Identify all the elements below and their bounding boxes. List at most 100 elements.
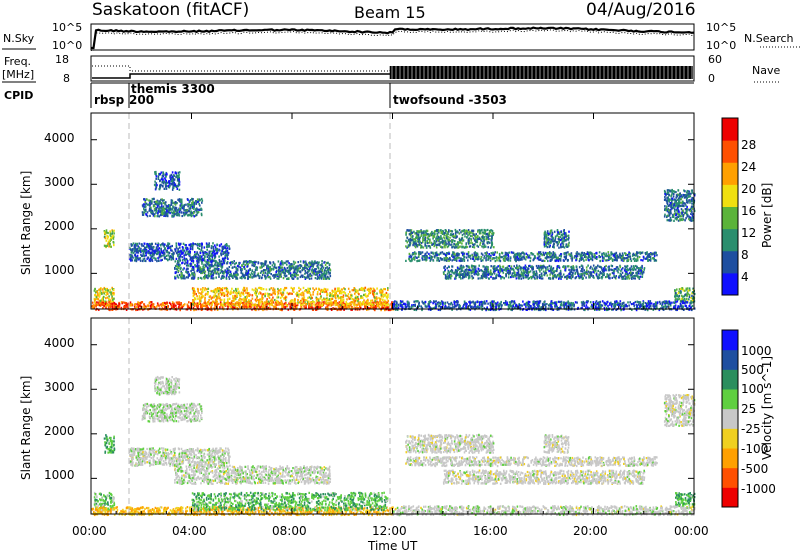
data-cell	[164, 211, 167, 214]
data-cell	[166, 209, 168, 212]
data-cell	[144, 203, 146, 206]
data-cell	[125, 305, 127, 309]
data-cell	[170, 180, 173, 183]
data-cell	[221, 289, 224, 292]
data-cell	[196, 302, 199, 305]
data-cell	[629, 255, 631, 258]
data-cell	[142, 254, 145, 257]
data-cell	[167, 247, 169, 250]
data-cell	[108, 298, 110, 301]
data-cell	[430, 257, 432, 260]
data-cell	[218, 244, 221, 247]
data-cell	[193, 302, 195, 305]
data-cell	[215, 301, 218, 304]
data-cell	[345, 301, 347, 304]
data-cell	[208, 267, 210, 270]
data-cell	[361, 303, 364, 306]
data-cell	[374, 296, 376, 299]
data-cell	[320, 290, 322, 293]
data-cell	[271, 299, 274, 302]
data-cell	[177, 198, 179, 201]
data-cell	[109, 243, 111, 246]
data-cell	[162, 201, 165, 205]
data-cell	[174, 271, 177, 275]
data-cell	[654, 259, 657, 262]
data-cell	[151, 202, 153, 205]
data-cell	[216, 291, 218, 294]
data-cell	[182, 242, 185, 245]
data-cell	[251, 264, 253, 267]
data-cell	[560, 255, 562, 258]
data-cell	[274, 298, 276, 302]
data-cell	[213, 253, 216, 256]
data-cell	[97, 294, 99, 297]
data-cell	[291, 299, 294, 302]
data-cell	[159, 183, 162, 187]
data-cell	[476, 253, 479, 257]
data-cell	[268, 271, 271, 274]
data-cell	[199, 297, 201, 300]
data-cell	[380, 309, 382, 312]
data-cell	[428, 252, 430, 255]
data-cell	[134, 244, 136, 248]
data-cell	[144, 246, 146, 249]
data-cell	[424, 253, 426, 256]
data-cell	[548, 251, 551, 254]
data-cell	[254, 271, 256, 274]
data-cell	[639, 251, 642, 254]
data-cell	[197, 253, 200, 256]
data-cell	[631, 254, 634, 257]
data-cell	[163, 249, 165, 252]
data-cell	[227, 305, 229, 308]
data-cell	[199, 199, 201, 202]
data-cell	[166, 181, 169, 184]
data-cell	[192, 211, 195, 214]
data-cell	[103, 305, 105, 308]
data-cell	[177, 269, 180, 272]
data-cell	[134, 258, 137, 261]
data-cell	[363, 303, 365, 306]
data-cell	[113, 297, 115, 300]
data-cell	[232, 276, 234, 279]
data-cell	[171, 301, 174, 304]
data-cell	[225, 247, 227, 250]
data-cell	[149, 203, 151, 206]
data-cell	[338, 287, 340, 290]
data-cell	[233, 306, 235, 309]
data-cell	[282, 277, 285, 280]
data-cell	[299, 301, 301, 304]
data-cell	[95, 305, 97, 308]
data-cell	[326, 293, 329, 296]
data-cell	[346, 298, 348, 301]
data-cell	[329, 268, 331, 271]
data-cell	[251, 261, 254, 264]
data-cell	[249, 276, 251, 279]
data-cell	[415, 252, 417, 255]
data-cell	[355, 298, 358, 302]
data-cell	[382, 290, 384, 293]
data-cell	[314, 308, 317, 311]
data-cell	[179, 259, 182, 262]
data-cell	[152, 214, 155, 217]
data-cell	[273, 276, 275, 279]
data-cell	[192, 203, 194, 206]
data-cell	[636, 252, 638, 255]
data-cell	[324, 290, 326, 294]
data-cell	[257, 286, 260, 290]
data-cell	[227, 253, 229, 257]
data-cell	[151, 248, 153, 251]
data-cell	[207, 293, 209, 296]
data-cell	[153, 256, 155, 259]
data-cell	[259, 266, 261, 269]
data-cell	[315, 268, 317, 271]
data-cell	[320, 304, 322, 307]
data-cell	[293, 287, 295, 290]
data-cell	[131, 259, 134, 262]
data-cell	[422, 255, 425, 258]
data-cell	[192, 267, 195, 270]
data-cell	[156, 260, 158, 263]
data-cell	[628, 251, 630, 254]
data-cell	[190, 215, 193, 218]
data-cell	[242, 303, 244, 306]
data-cell	[218, 275, 220, 278]
